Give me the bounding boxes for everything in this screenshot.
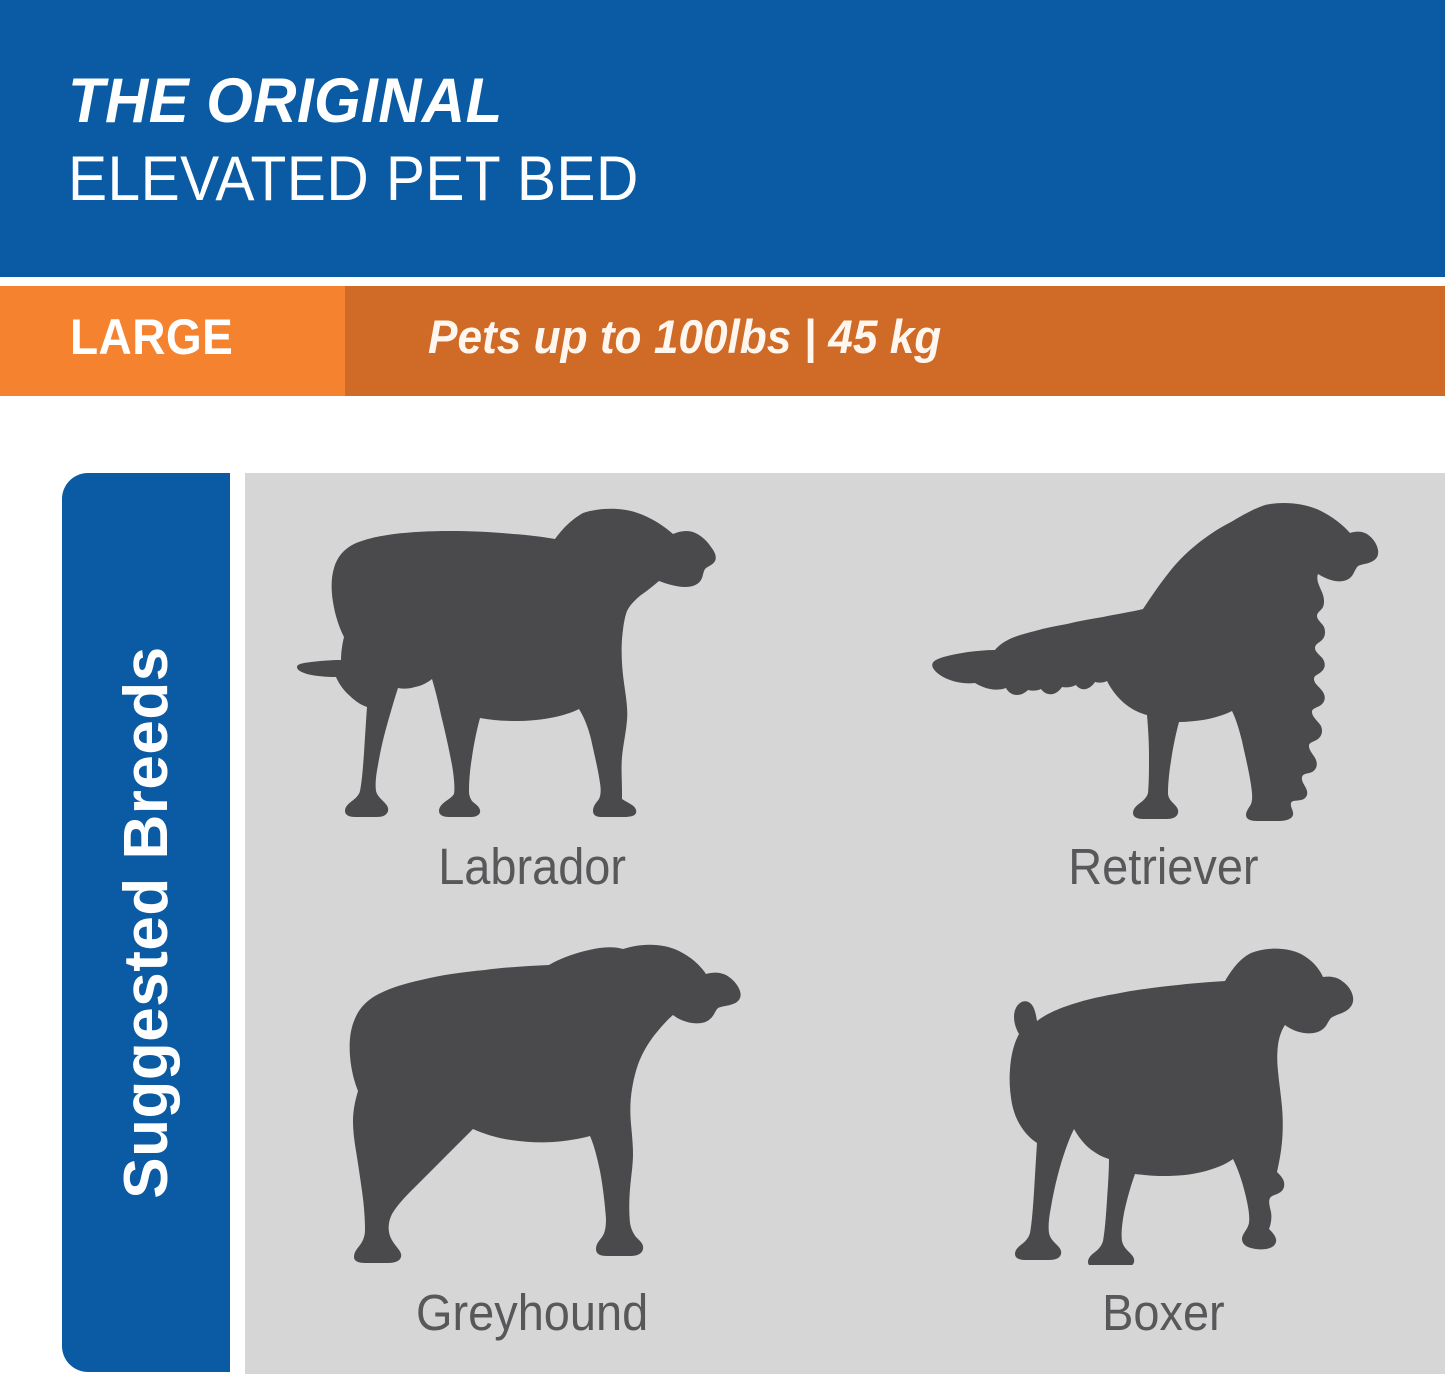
breed-item-boxer: Boxer [845, 923, 1445, 1373]
product-title-secondary: ELEVATED PET BED [68, 144, 639, 214]
size-weight-capacity: Pets up to 100lbs | 45 kg [428, 310, 942, 363]
breed-item-labrador: Labrador [245, 473, 845, 923]
breed-label: Retriever [1068, 838, 1259, 895]
breed-label: Labrador [438, 838, 627, 895]
breed-item-greyhound: Greyhound [245, 923, 845, 1373]
size-band-left-block [0, 286, 345, 396]
product-title-primary: THE ORIGINAL [68, 66, 503, 136]
header-banner: THE ORIGINAL ELEVATED PET BED [0, 0, 1445, 277]
labrador-silhouette-icon [291, 501, 751, 831]
suggested-breeds-tab: Suggested Breeds [62, 473, 230, 1372]
size-band: LARGE Pets up to 100lbs | 45 kg [0, 286, 1445, 396]
boxer-silhouette-icon [933, 935, 1393, 1265]
suggested-breeds-label: Suggested Breeds [111, 646, 181, 1199]
size-label: LARGE [70, 309, 234, 365]
breed-label: Boxer [1102, 1284, 1225, 1341]
breed-grid: Labrador Retriever Greyhound [245, 473, 1445, 1374]
breed-item-retriever: Retriever [845, 473, 1445, 923]
breed-label: Greyhound [416, 1284, 649, 1341]
suggested-breeds-panel: Labrador Retriever Greyhound [245, 473, 1445, 1374]
greyhound-silhouette-icon [297, 941, 757, 1271]
retriever-silhouette-icon [927, 497, 1387, 827]
